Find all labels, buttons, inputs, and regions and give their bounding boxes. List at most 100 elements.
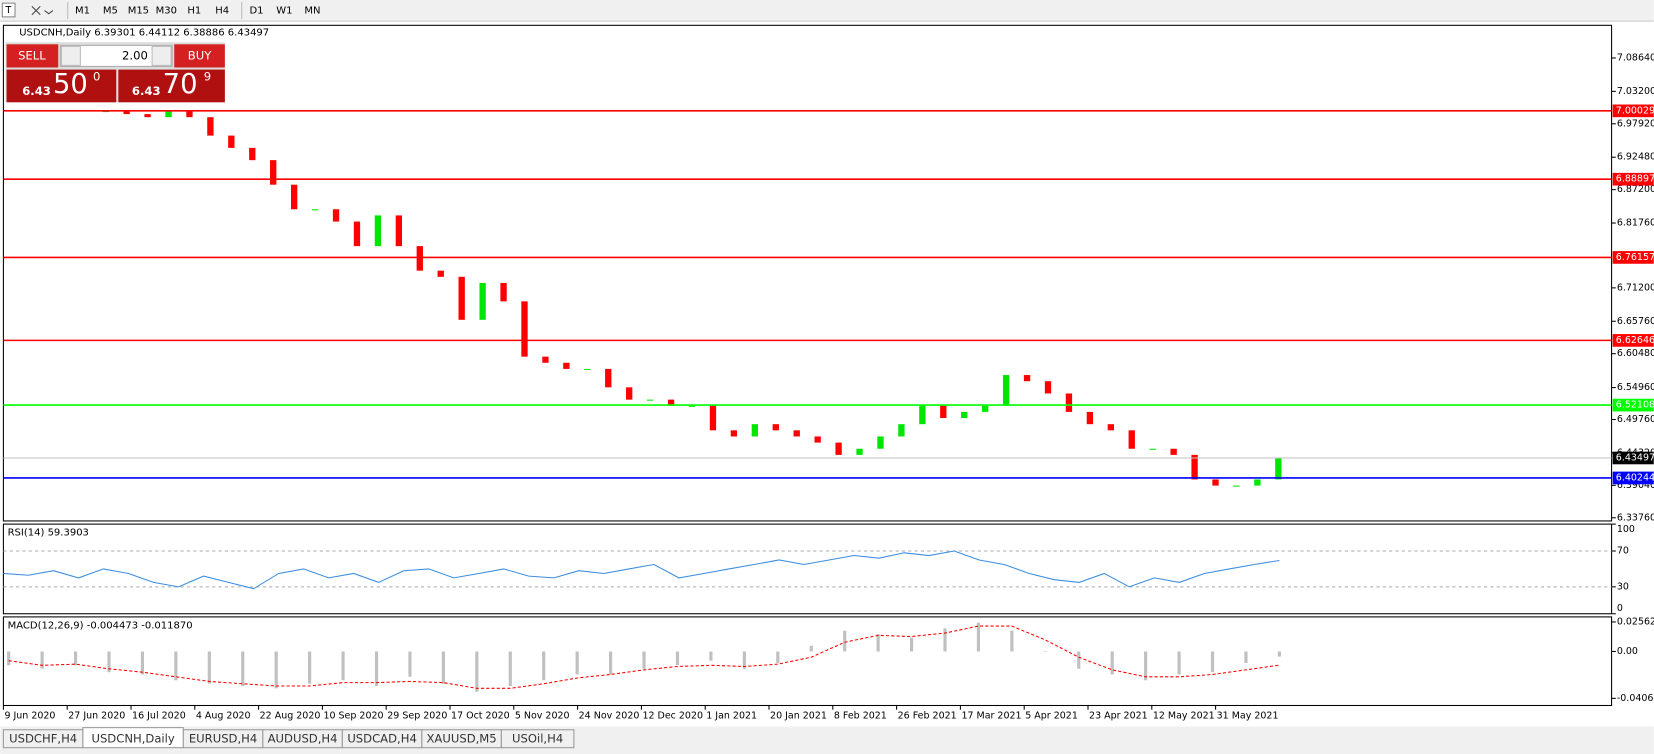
candle-body (1107, 424, 1114, 431)
timeframe-button[interactable]: H1 (187, 6, 201, 17)
candle-body (730, 430, 738, 437)
x-tick-label: 27 Jun 2020 (68, 711, 125, 722)
x-tick-label: 16 Jul 2020 (132, 711, 186, 722)
level-label: 7.00029 (1616, 105, 1654, 116)
x-tick-label: 9 Jun 2020 (4, 711, 55, 722)
level-label: 6.76157 (1616, 252, 1654, 263)
level-label-bg (1612, 104, 1654, 118)
candle-body (1086, 411, 1094, 425)
timeframe-button[interactable]: M5 (103, 6, 118, 17)
candle-body (584, 368, 591, 370)
macd-bar (441, 651, 445, 684)
macd-bar (207, 651, 211, 684)
x-tick-label: 24 Nov 2020 (579, 711, 640, 722)
timeframe-button[interactable]: H4 (215, 6, 229, 17)
timeframe-button[interactable]: M15 (128, 6, 149, 17)
macd-bar (1077, 651, 1081, 669)
y-tick-label: -0.040687 (1617, 693, 1654, 704)
candle-body (563, 362, 570, 369)
buy-price-fraction: 9 (204, 69, 211, 83)
y-tick-label: 6.60480 (1617, 348, 1654, 359)
level-label-bg (1612, 334, 1654, 347)
timeframe-button[interactable]: M30 (156, 6, 177, 17)
y-tick-label: 30 (1617, 581, 1629, 592)
lot-increase[interactable] (151, 45, 172, 66)
timeframe-button[interactable]: W1 (276, 6, 292, 17)
candle-body (1044, 381, 1052, 394)
timeframe-button[interactable]: D1 (249, 6, 263, 17)
x-tick-label: 22 Aug 2020 (260, 711, 321, 722)
y-tick-label: 6.92480 (1617, 152, 1654, 163)
tab-label[interactable]: USDCHF,H4 (9, 732, 77, 746)
y-tick-label: 6.65760 (1617, 316, 1654, 327)
macd-bar (107, 651, 111, 673)
candle-body (395, 215, 403, 247)
x-tick-label: 17 Mar 2021 (961, 711, 1021, 722)
macd-bar (1244, 651, 1248, 663)
candle-body (228, 135, 235, 148)
tab-label[interactable]: XAUUSD,M5 (426, 732, 496, 746)
candle-body (249, 147, 256, 161)
lot-input[interactable] (59, 44, 173, 67)
timeframe-button[interactable]: MN (304, 6, 320, 17)
buy-button[interactable] (174, 44, 225, 68)
macd-bar (140, 651, 145, 675)
chart-title: USDCNH,Daily 6.39301 6.44112 6.38886 6.4… (19, 28, 269, 39)
buy-label: BUY (188, 48, 212, 62)
tab-label[interactable]: EURUSD,H4 (189, 732, 257, 746)
tab-label[interactable]: USDCAD,H4 (347, 732, 417, 746)
macd-bar (1110, 651, 1114, 675)
macd-bar (241, 651, 245, 687)
macd-signal (8, 625, 1280, 689)
x-tick-label: 12 Dec 2020 (642, 711, 703, 722)
candle-body (437, 270, 444, 277)
y-tick-label: 6.39040 (1617, 480, 1654, 491)
candle-body (416, 246, 423, 271)
sell-price-fraction: 0 (93, 69, 100, 83)
candle-body (542, 356, 549, 363)
tab-label[interactable]: AUDUSD,H4 (268, 732, 338, 746)
tab-label[interactable]: USDCNH,Daily (91, 732, 174, 746)
y-tick-label: 7.03200 (1617, 86, 1654, 97)
candle-body (165, 111, 172, 118)
candle-body (1065, 393, 1073, 412)
lot-value: 2.00 (122, 48, 148, 62)
lot-decrease[interactable] (60, 45, 81, 66)
candle-body (311, 209, 319, 211)
macd-bar (475, 651, 479, 692)
tool-icon[interactable] (31, 5, 54, 16)
tab[interactable] (500, 729, 575, 749)
timeframe-button[interactable]: M1 (75, 6, 90, 17)
tool-icon[interactable] (1, 2, 16, 18)
candle-body (500, 282, 507, 302)
price-panel (2, 24, 1613, 522)
candle-body (144, 114, 151, 118)
candle-body (605, 368, 612, 388)
level-label-bg (1612, 251, 1654, 264)
buy-price-box[interactable] (118, 69, 225, 103)
y-tick-label: 6.33760 (1617, 512, 1654, 523)
level-label: 6.62646 (1616, 335, 1654, 346)
current-price-label: 6.43497 (1616, 452, 1654, 463)
macd-bar (542, 651, 546, 681)
sell-button[interactable] (6, 44, 59, 68)
candle-body (667, 399, 675, 406)
macd-bar (374, 651, 379, 687)
tab-label[interactable]: USOil,H4 (512, 732, 563, 746)
candle-body (479, 282, 486, 320)
sell-price-box[interactable] (6, 69, 117, 103)
macd-bar (843, 630, 847, 652)
candle-body (1275, 457, 1282, 480)
macd-bar (1043, 651, 1047, 652)
candle-body (814, 436, 821, 443)
x-tick-label: 20 Jan 2021 (770, 711, 827, 722)
panel-title: RSI(14) 59.3903 (8, 528, 89, 539)
rsi-panel (2, 523, 1613, 615)
macd-bar (575, 651, 579, 675)
candle-body (521, 301, 528, 357)
sell-price-pips: 50 (53, 69, 88, 100)
macd-bar (809, 645, 813, 652)
macd-bar (1177, 651, 1181, 675)
